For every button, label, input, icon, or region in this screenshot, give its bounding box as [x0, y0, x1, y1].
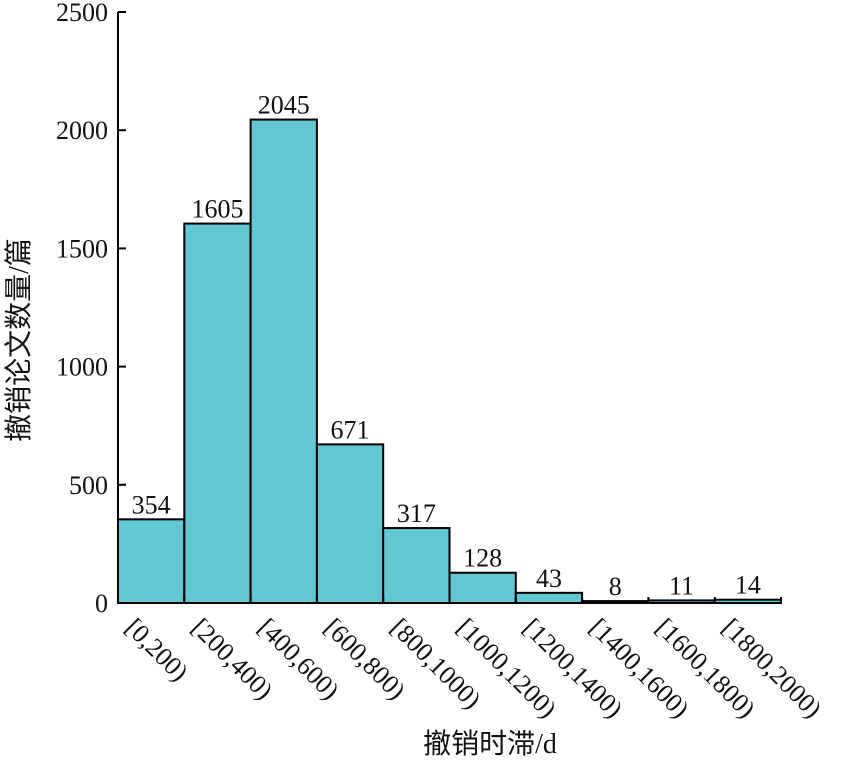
y-tick-label: 1000: [56, 353, 108, 382]
bar-value-label-2: 2045: [258, 91, 310, 120]
y-tick-label: 1500: [56, 234, 108, 263]
bar-value-label-3: 671: [331, 415, 370, 444]
data-labels-group: 354 1605 2045 671 317 128 43 8 11 14: [132, 91, 761, 602]
bar-value-label-5: 128: [463, 544, 502, 573]
bar-value-label-6: 43: [536, 564, 562, 593]
y-axis: 0 500 1000 1500 2000 2500: [56, 0, 126, 618]
x-axis: [0,200)[200,400)[400,600)[600,800)[800,1…: [117, 597, 827, 724]
y-tick-label: 2000: [56, 116, 108, 145]
y-tick-label: 2500: [56, 0, 108, 27]
bar-6: [514, 591, 584, 604]
y-axis-title: 撤销论文数量/篇: [3, 238, 35, 442]
bar-value-label-8: 11: [669, 571, 694, 600]
bar-value-label-9: 14: [735, 571, 761, 600]
bar-1: [183, 222, 252, 604]
bar-value-label-4: 317: [397, 499, 436, 528]
bar-3: [315, 443, 385, 605]
bar-5: [448, 571, 517, 604]
bar-value-label-0: 354: [132, 490, 171, 519]
y-tick-label: 0: [95, 589, 108, 618]
bar-0: [117, 518, 186, 604]
x-axis-title: 撤销时滞/d: [423, 728, 557, 760]
bar-value-label-1: 1605: [191, 195, 243, 224]
x-tick-label-0: [0,200): [120, 613, 194, 687]
bars-group: [117, 118, 783, 605]
bar-value-label-7: 8: [609, 572, 622, 601]
y-tick-label: 500: [69, 471, 108, 500]
bar-4: [382, 527, 451, 605]
bar-2: [249, 118, 318, 604]
